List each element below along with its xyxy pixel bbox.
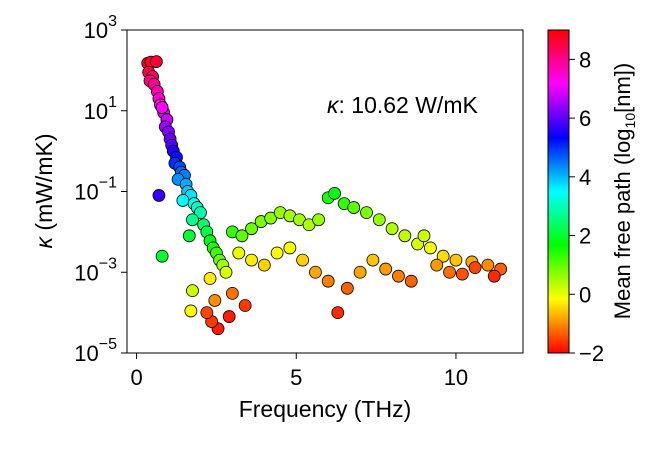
colorbar-label-end: [nm]) bbox=[610, 63, 635, 113]
data-point bbox=[312, 213, 326, 227]
colorbar-tick-label: −2 bbox=[579, 341, 604, 366]
data-point bbox=[331, 306, 345, 320]
colorbar-ticks: −2 0 2 4 6 8 bbox=[569, 47, 604, 366]
scatter-points bbox=[141, 55, 508, 336]
data-point bbox=[200, 306, 214, 320]
y-tick-exponent: −1 bbox=[99, 175, 117, 192]
data-point bbox=[257, 258, 271, 272]
data-point bbox=[194, 206, 207, 220]
annotation-value: : 10.62 W/mK bbox=[339, 92, 479, 118]
data-point bbox=[245, 222, 258, 236]
y-tick-label: 10−5 bbox=[74, 336, 117, 366]
y-tick-label: 10−1 bbox=[74, 175, 117, 205]
data-point bbox=[372, 213, 386, 227]
x-axis-title: Frequency (THz) bbox=[239, 396, 412, 422]
y-tick-base: 10 bbox=[84, 99, 108, 124]
data-point bbox=[270, 246, 284, 260]
data-point bbox=[449, 253, 463, 267]
x-tick-label: 0 bbox=[130, 365, 142, 390]
data-point bbox=[235, 229, 249, 243]
y-tick-base: 10 bbox=[84, 18, 108, 43]
data-point bbox=[360, 206, 373, 220]
colorbar-tick-label: 4 bbox=[579, 165, 591, 190]
colorbar-label: Mean free path (log10[nm]) bbox=[610, 63, 638, 319]
data-point bbox=[309, 265, 322, 279]
data-point bbox=[404, 274, 418, 288]
data-point bbox=[430, 258, 444, 272]
data-point bbox=[379, 262, 393, 276]
data-point bbox=[203, 272, 217, 285]
data-point bbox=[398, 229, 412, 243]
data-point bbox=[487, 269, 501, 283]
x-tick-label: 10 bbox=[444, 365, 468, 390]
y-tick-label: 103 bbox=[84, 13, 117, 43]
data-point bbox=[232, 246, 246, 260]
x-axis-ticks: 0 5 10 bbox=[130, 353, 468, 390]
data-point bbox=[208, 294, 222, 307]
data-point bbox=[385, 222, 399, 236]
data-point bbox=[481, 258, 495, 272]
data-point bbox=[455, 267, 469, 281]
colorbar-label-main: Mean free path (log bbox=[610, 128, 635, 319]
data-point bbox=[283, 241, 297, 255]
data-point bbox=[186, 284, 199, 298]
colorbar-tick-label: 6 bbox=[579, 106, 591, 131]
data-point bbox=[296, 253, 310, 267]
data-point bbox=[366, 253, 380, 267]
data-point bbox=[392, 269, 405, 283]
data-point bbox=[423, 241, 437, 255]
data-point bbox=[436, 249, 450, 263]
y-tick-label: 10−3 bbox=[74, 255, 117, 285]
data-point bbox=[417, 229, 431, 243]
data-point bbox=[264, 211, 278, 225]
data-point bbox=[222, 310, 236, 323]
y-tick-label: 101 bbox=[84, 94, 117, 124]
y-axis-symbol: κ bbox=[31, 235, 57, 248]
data-point bbox=[155, 101, 169, 114]
y-tick-base: 10 bbox=[74, 260, 98, 285]
kappa-annotation: κ: 10.62 W/mK bbox=[327, 92, 478, 118]
data-point bbox=[321, 274, 335, 288]
data-point bbox=[182, 229, 196, 243]
y-tick-base: 10 bbox=[74, 180, 98, 205]
y-axis-unit: (mW/mK) bbox=[31, 134, 57, 237]
data-point bbox=[149, 55, 163, 68]
annotation-symbol: κ bbox=[327, 92, 340, 118]
colorbar-tick-label: 8 bbox=[579, 47, 591, 72]
y-tick-exponent: −3 bbox=[99, 255, 117, 272]
y-tick-exponent: −5 bbox=[99, 336, 117, 353]
data-point bbox=[347, 201, 361, 214]
y-axis-title: κ (mW/mK) bbox=[31, 134, 57, 249]
data-point bbox=[152, 189, 166, 202]
y-tick-base: 10 bbox=[74, 341, 98, 366]
data-point bbox=[328, 186, 341, 200]
data-point bbox=[155, 249, 169, 263]
data-point bbox=[184, 304, 198, 318]
data-point bbox=[176, 194, 190, 207]
y-tick-exponent: 1 bbox=[108, 94, 117, 111]
data-point bbox=[468, 261, 482, 275]
data-point bbox=[238, 299, 252, 312]
data-point bbox=[443, 265, 456, 279]
colorbar-tick-label: 0 bbox=[579, 282, 591, 307]
y-tick-exponent: 3 bbox=[108, 13, 117, 30]
colorbar-label-subscript: 10 bbox=[622, 113, 638, 129]
data-point bbox=[186, 213, 199, 227]
data-point bbox=[245, 253, 258, 267]
data-point bbox=[219, 265, 233, 279]
data-point bbox=[340, 281, 354, 295]
colorbar-tick-label: 2 bbox=[579, 224, 591, 249]
colorbar bbox=[547, 29, 570, 354]
x-tick-label: 5 bbox=[290, 365, 302, 390]
data-point bbox=[225, 286, 239, 300]
data-point bbox=[353, 265, 367, 279]
